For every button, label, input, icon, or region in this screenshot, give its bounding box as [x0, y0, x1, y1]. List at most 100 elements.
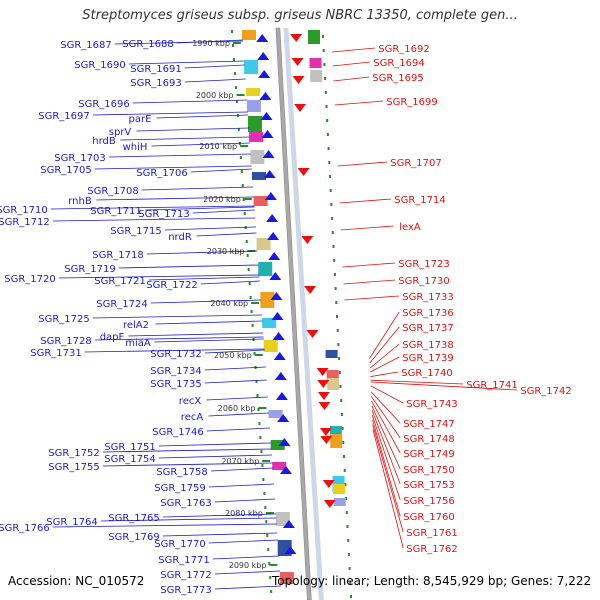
right-gene-label-sgr-1760: SGR_1760	[403, 512, 455, 523]
right-gene-label-sgr-1694: SGR_1694	[373, 58, 425, 69]
right-leader-line	[371, 405, 401, 470]
reverse-gene-arrow	[318, 402, 331, 410]
right-leader-line	[343, 279, 396, 285]
right-gene-label-sgr-1707: SGR_1707	[390, 158, 442, 169]
reverse-gene-arrow	[316, 368, 329, 376]
left-leader-line	[158, 442, 272, 447]
left-leader-line	[118, 264, 259, 269]
left-leader-line	[162, 532, 278, 537]
left-gene-label-sgr-1735: SGR_1735	[150, 379, 202, 390]
left-tick-dot	[245, 240, 248, 243]
left-gene-label-sgr-1693: SGR_1693	[130, 78, 182, 89]
forward-gene-arrow	[273, 352, 286, 360]
left-gene-label-recx: recX	[179, 396, 202, 407]
reverse-gene-block	[329, 426, 342, 436]
right-gene-label-sgr-1756: SGR_1756	[403, 496, 455, 507]
left-tick-dot	[237, 128, 240, 131]
reverse-gene-arrow	[322, 480, 335, 488]
left-leader-line	[184, 78, 246, 83]
left-gene-label-hrdb: hrdB	[92, 136, 116, 147]
right-tick-dot	[344, 483, 347, 486]
left-leader-line	[208, 412, 270, 417]
left-gene-label-sgr-1687: SGR_1687	[60, 40, 112, 51]
right-tick-dot	[341, 427, 344, 430]
left-leader-line	[84, 348, 265, 353]
left-leader-line	[214, 570, 281, 575]
right-tick-dot	[324, 91, 327, 94]
right-tick-dot	[342, 441, 345, 444]
right-gene-label-sgr-1699: SGR_1699	[386, 97, 438, 108]
left-leader-line	[190, 168, 252, 173]
left-leader-line	[141, 186, 254, 191]
right-leader-line	[340, 225, 394, 231]
left-gene-label-dapf: dapF	[100, 332, 125, 343]
reverse-gene-arrow	[291, 58, 304, 66]
left-gene-label-sgr-1773: SGR_1773	[160, 585, 212, 596]
right-gene-label-sgr-1733: SGR_1733	[402, 292, 454, 303]
left-gene-label-sgr-1732: SGR_1732	[150, 349, 202, 360]
forward-gene-block	[253, 196, 268, 206]
left-gene-label-sgr-1720: SGR_1720	[4, 274, 56, 285]
forward-gene-arrow	[257, 52, 270, 60]
right-leader-line	[369, 326, 400, 364]
right-gene-label-sgr-1747: SGR_1747	[403, 419, 455, 430]
left-tick-dot	[267, 548, 270, 551]
right-gene-label-sgr-1737: SGR_1737	[402, 323, 454, 334]
right-tick-dot	[324, 77, 327, 80]
reverse-gene-block	[308, 30, 320, 44]
left-gene-label-sgr-1772: SGR_1772	[160, 570, 212, 581]
right-tick-dot	[340, 399, 343, 402]
forward-gene-block	[246, 100, 261, 112]
right-gene-label-sgr-1723: SGR_1723	[398, 259, 450, 270]
left-gene-label-miaa: miaA	[125, 338, 151, 349]
reverse-gene-block	[332, 484, 345, 494]
right-gene-label-sgr-1762: SGR_1762	[406, 544, 458, 555]
left-gene-label-sgr-1708: SGR_1708	[87, 186, 139, 197]
left-tick-dot	[234, 86, 237, 89]
right-tick-dot	[329, 175, 331, 178]
right-leader-line	[339, 198, 392, 204]
left-leader-line	[50, 205, 255, 210]
left-leader-line	[154, 338, 264, 343]
left-leader-line	[146, 250, 258, 255]
right-gene-label-sgr-1730: SGR_1730	[398, 276, 450, 287]
left-gene-label-pare: parE	[129, 114, 152, 125]
left-tick-dot	[261, 464, 264, 467]
forward-gene-arrow	[272, 332, 285, 340]
left-gene-label-sgr-1725: SGR_1725	[38, 314, 90, 325]
kbp-tick-label: 1990 kbp	[192, 39, 230, 48]
forward-gene-block	[248, 116, 263, 132]
forward-gene-block	[270, 440, 285, 450]
left-gene-label-rela2: relA2	[123, 320, 149, 331]
right-leader-line	[332, 61, 371, 67]
right-leader-line	[372, 419, 401, 517]
left-tick-dot	[255, 380, 258, 383]
right-leader-line	[370, 391, 401, 424]
right-tick-dot	[331, 231, 334, 234]
right-tick-dot	[322, 35, 324, 38]
left-gene-label-whih: whiH	[123, 142, 148, 153]
forward-gene-arrow	[284, 546, 297, 554]
right-gene-label-sgr-1748: SGR_1748	[403, 434, 455, 445]
right-gene-label-sgr-1739: SGR_1739	[402, 353, 454, 364]
right-tick-dot	[333, 273, 336, 276]
left-leader-line	[58, 274, 260, 279]
right-leader-line	[370, 379, 464, 385]
right-tick-dot	[328, 161, 331, 164]
right-gene-label-sgr-1742: SGR_1742	[520, 386, 572, 397]
left-gene-label-sgr-1703: SGR_1703	[54, 153, 106, 164]
right-tick-dot	[343, 455, 345, 458]
reverse-gene-arrow	[304, 286, 317, 294]
right-tick-dot	[336, 329, 339, 332]
right-tick-dot	[322, 49, 325, 52]
left-gene-label-sgr-1691: SGR_1691	[130, 64, 182, 75]
left-tick-dot	[253, 352, 256, 355]
right-leader-line	[333, 76, 370, 82]
right-tick-dot	[334, 287, 337, 290]
forward-gene-block	[256, 238, 271, 250]
left-leader-line	[192, 209, 255, 214]
forward-gene-arrow	[275, 392, 288, 400]
backbone-shadow	[283, 27, 324, 600]
reverse-gene-arrow	[297, 168, 310, 176]
